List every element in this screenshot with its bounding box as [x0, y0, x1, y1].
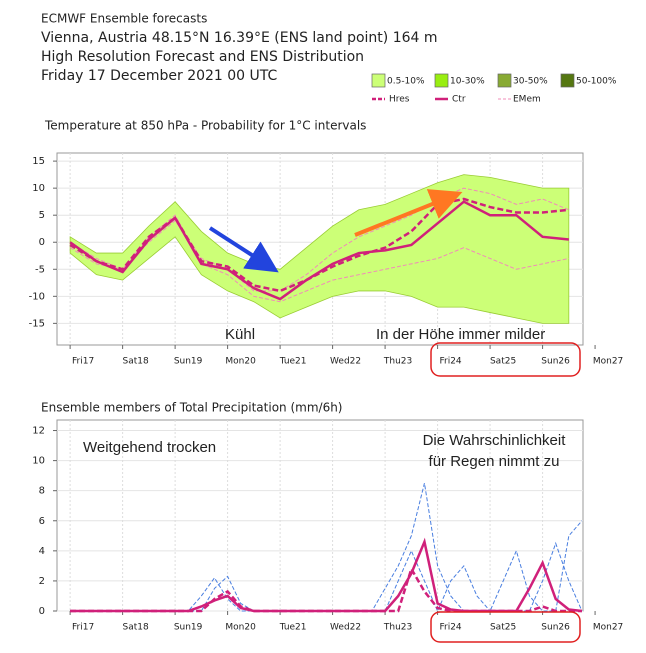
legend-label: Hres	[389, 95, 410, 105]
chart-title: Ensemble members of Total Precipitation …	[41, 401, 343, 415]
y-tick-label: -10	[29, 291, 45, 302]
legend-swatch	[371, 73, 386, 88]
legend-label: Ctr	[452, 95, 466, 105]
arrow	[354, 189, 463, 237]
annotation: für Regen nimmt zu	[429, 453, 560, 470]
x-tick-label: Fri24	[439, 357, 461, 367]
x-tick-label: Fri24	[439, 623, 461, 633]
x-tick-label: Thu23	[383, 357, 412, 367]
x-tick-label: Sun19	[174, 623, 203, 633]
x-tick-label: Wed22	[330, 623, 361, 633]
y-tick-label: 8	[39, 486, 45, 497]
header-line: ECMWF Ensemble forecasts	[41, 12, 207, 26]
series-line	[69, 200, 569, 301]
legend-swatch	[560, 73, 575, 88]
y-tick-label: 6	[39, 516, 45, 527]
header-line: Vienna, Austria 48.15°N 16.39°E (ENS lan…	[41, 30, 438, 46]
legend-label: 10-30%	[450, 77, 485, 87]
y-tick-label: 10	[32, 456, 45, 467]
series-line	[70, 537, 583, 613]
x-tick-label: Sun19	[174, 357, 203, 367]
highlight-box	[430, 611, 581, 643]
legend-swatch	[497, 73, 512, 88]
x-tick-label: Mon20	[225, 623, 256, 633]
y-tick-label: 10	[32, 183, 45, 194]
header-line: High Resolution Forecast and ENS Distrib…	[41, 49, 364, 65]
y-tick-label: -15	[29, 318, 45, 329]
y-tick-label: 12	[32, 426, 45, 437]
x-tick-label: Mon27	[593, 623, 623, 633]
chart-title: Temperature at 850 hPa - Probability for…	[44, 119, 366, 133]
x-tick-label: Tue21	[279, 623, 307, 633]
header-line: Friday 17 December 2021 00 UTC	[41, 68, 278, 84]
x-tick-label: Fri17	[72, 623, 94, 633]
y-tick-label: 0	[39, 237, 45, 248]
legend-label: 50-100%	[576, 77, 617, 87]
x-tick-label: Mon20	[225, 357, 256, 367]
x-tick-label: Fri17	[72, 357, 94, 367]
member-line	[69, 187, 570, 292]
y-tick-label: 0	[39, 606, 45, 617]
legend-label: 30-50%	[513, 77, 548, 87]
legend-label: EMem	[513, 95, 541, 105]
x-tick-label: Sun26	[541, 623, 570, 633]
highlight-box	[430, 342, 581, 377]
x-tick-label: Sat25	[490, 357, 516, 367]
x-tick-label: Tue21	[279, 357, 307, 367]
legend-label: 0.5-10%	[387, 77, 425, 87]
annotation: Die Wahrschinlichkeit	[423, 432, 567, 449]
arrow	[208, 226, 279, 273]
y-tick-label: 2	[39, 576, 45, 587]
annotation: Weitgehend trocken	[83, 439, 216, 456]
x-tick-label: Wed22	[330, 357, 361, 367]
y-tick-label: 5	[39, 210, 45, 221]
x-tick-label: Sat18	[123, 357, 149, 367]
member-line	[69, 214, 569, 303]
y-tick-label: -5	[35, 264, 45, 275]
annotation: Kühl	[225, 326, 255, 343]
y-tick-label: 15	[32, 156, 45, 167]
x-tick-label: Sun26	[541, 357, 570, 367]
plot-area	[56, 419, 584, 612]
x-tick-label: Sat18	[123, 623, 149, 633]
x-tick-label: Thu23	[383, 623, 412, 633]
annotation: In der Höhe immer milder	[376, 326, 545, 343]
x-tick-label: Sat25	[490, 623, 516, 633]
x-tick-label: Mon27	[593, 357, 623, 367]
legend-swatch	[434, 73, 449, 88]
y-tick-label: 4	[39, 546, 45, 557]
